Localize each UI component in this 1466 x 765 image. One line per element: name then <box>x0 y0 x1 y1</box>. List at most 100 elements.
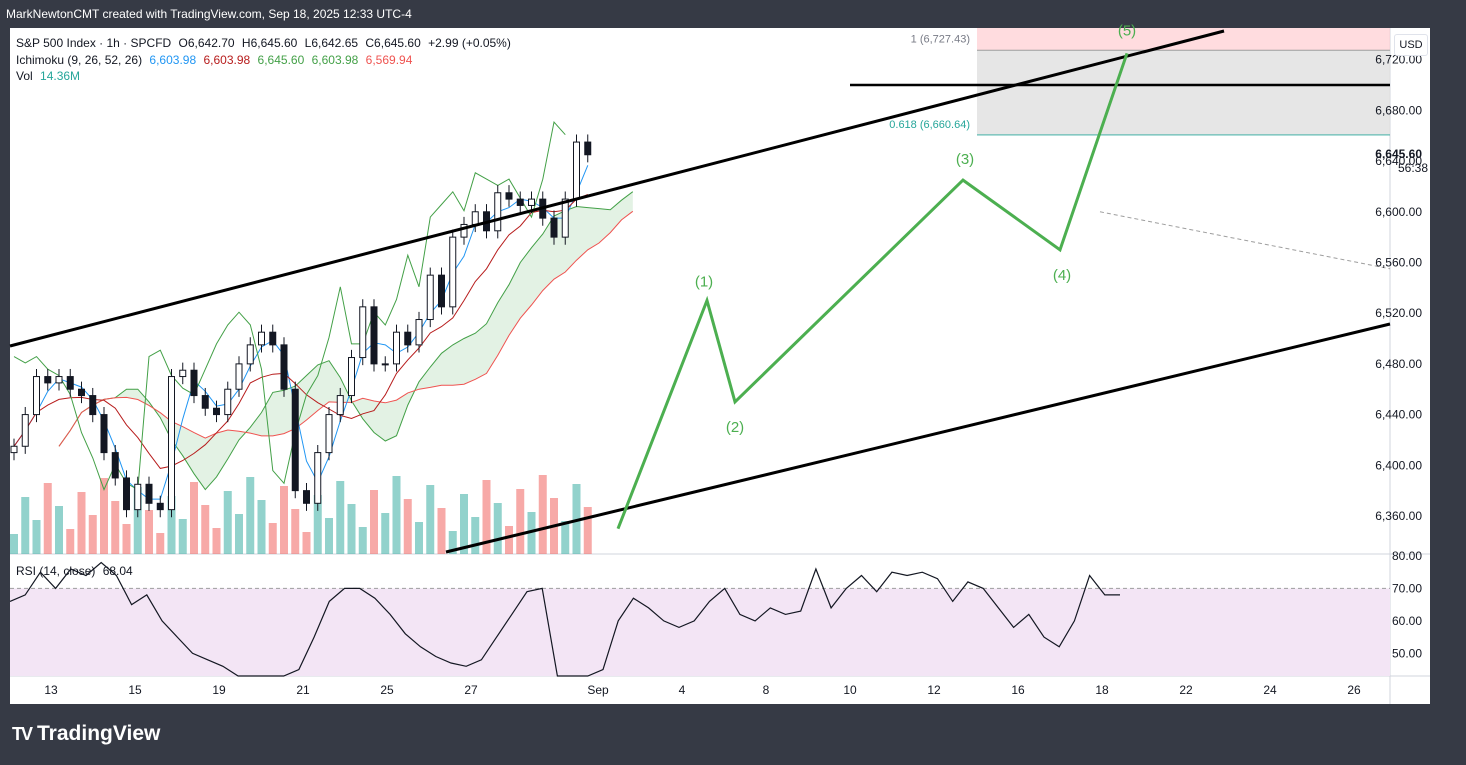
candle-body <box>505 192 513 200</box>
ichimoku-label: Ichimoku (9, 26, 52, 26) <box>16 53 143 67</box>
volume-bar <box>156 533 165 554</box>
rsi-band <box>10 588 1390 676</box>
y-tick-label: 6,600.00 <box>1375 205 1422 219</box>
x-tick-label: Sep <box>587 683 609 697</box>
candle-body <box>516 198 524 206</box>
volume-bar <box>561 521 570 554</box>
candle-body <box>235 363 243 390</box>
x-tick-label: 16 <box>1011 683 1025 697</box>
volume-bar <box>482 480 491 554</box>
rsi-tick-label: 70.00 <box>1392 581 1422 595</box>
x-tick-label: 13 <box>44 683 58 697</box>
y-tick-label: 6,440.00 <box>1375 408 1422 422</box>
x-tick-label: 18 <box>1095 683 1109 697</box>
tradingview-logo: TV TradingView <box>12 722 160 746</box>
candle-body <box>336 395 344 416</box>
volume-bar <box>201 505 210 554</box>
volume-bar <box>358 527 367 554</box>
volume-bar <box>100 478 108 554</box>
volume-bar <box>381 513 390 554</box>
candle-body <box>224 388 232 416</box>
change-value: +2.99 (+0.05%) <box>428 36 511 50</box>
candle-body <box>393 331 400 365</box>
senkou-span-a <box>58 191 634 491</box>
volume-bar <box>257 500 266 554</box>
candle-body <box>100 414 108 454</box>
candle-body <box>123 477 130 511</box>
candle-body <box>258 331 265 346</box>
low-value: L6,642.65 <box>304 36 359 50</box>
tenkan-line <box>13 165 589 500</box>
volume-bar <box>505 526 513 554</box>
candle-body <box>381 363 389 366</box>
legend-row-rsi: RSI (14, close) 68.04 <box>16 564 137 578</box>
background-layer: 1 (6,727.43) 0.618 (6,660.64) <box>10 28 1430 704</box>
volume-bar <box>426 485 435 554</box>
candle-body <box>460 223 468 238</box>
legend-row-ichimoku: Ichimoku (9, 26, 52, 26) 6,603.98 6,603.… <box>16 53 416 67</box>
elliott-wave-path <box>616 52 1129 530</box>
chikou-line <box>13 121 566 491</box>
candle-body <box>156 502 164 511</box>
wave-label: (2) <box>726 419 744 436</box>
candle-body <box>33 376 40 416</box>
volume-bar <box>280 486 288 554</box>
x-tick-label: 26 <box>1347 683 1361 697</box>
volume-bar <box>291 509 300 554</box>
rsi-tick-label: 50.00 <box>1392 646 1422 660</box>
symbol-label: S&P 500 Index · 1h · SPCFD <box>16 36 172 50</box>
price-label: 6,645.60 <box>1375 147 1422 161</box>
volume-bar <box>302 532 311 554</box>
volume-bar <box>111 501 120 554</box>
ichimoku-value: 6,569.94 <box>365 53 413 67</box>
wave-label: (4) <box>1053 267 1071 284</box>
legend-row-price: S&P 500 Index · 1h · SPCFD O6,642.70 H6,… <box>16 36 515 50</box>
close-value: C6,645.60 <box>365 36 421 50</box>
volume-bar <box>88 515 97 554</box>
ichimoku-value: 6,603.98 <box>311 53 359 67</box>
volume-bar <box>10 534 18 554</box>
axes: 6,720.00 6,680.00 6,640.00 6,600.00 6,560.00… <box>44 53 1428 697</box>
candle-body <box>528 198 535 206</box>
x-tick-label: 24 <box>1263 683 1277 697</box>
candle-body <box>370 306 378 365</box>
volume-bar <box>336 481 345 554</box>
volume-value: 14.36M <box>40 69 81 83</box>
volume-bar <box>43 483 52 554</box>
volume-bar <box>527 512 536 554</box>
y-tick-label: 6,560.00 <box>1375 255 1422 269</box>
projection-dashed-line <box>1099 211 1391 270</box>
x-tick-label: 25 <box>380 683 394 697</box>
legend-row-volume: Vol 14.36M <box>16 69 84 83</box>
y-tick-label: 6,640.00 <box>1375 154 1422 168</box>
volume-bar <box>313 495 322 554</box>
volume-bar <box>21 497 30 554</box>
candle-body <box>359 306 367 359</box>
x-tick-label: 12 <box>927 683 941 697</box>
candle-body <box>314 452 322 504</box>
volume-bar <box>268 523 277 554</box>
candle-body <box>449 236 457 308</box>
rsi-line <box>9 561 1120 677</box>
candle-body <box>89 395 97 416</box>
volume-bar <box>448 531 457 554</box>
volume-bar <box>55 506 63 554</box>
currency-button[interactable]: USD <box>1394 34 1428 56</box>
candle-body <box>10 445 18 454</box>
y-tick-label: 6,520.00 <box>1375 306 1422 320</box>
volume-bar <box>583 507 592 554</box>
volume-bar <box>516 489 525 554</box>
candle-body <box>415 319 423 346</box>
candle-body <box>438 274 445 308</box>
countdown-label: 56:38 <box>1398 161 1428 175</box>
volume-bar <box>460 494 468 554</box>
candle-body <box>471 211 479 225</box>
candle-body <box>168 376 175 511</box>
volume-bar <box>370 490 378 554</box>
ichimoku-value: 6,603.98 <box>203 53 251 67</box>
candles <box>10 134 592 518</box>
rsi-tick-label: 80.00 <box>1392 549 1422 563</box>
volume-bar <box>415 522 423 554</box>
fib-zone-upper <box>977 28 1390 51</box>
